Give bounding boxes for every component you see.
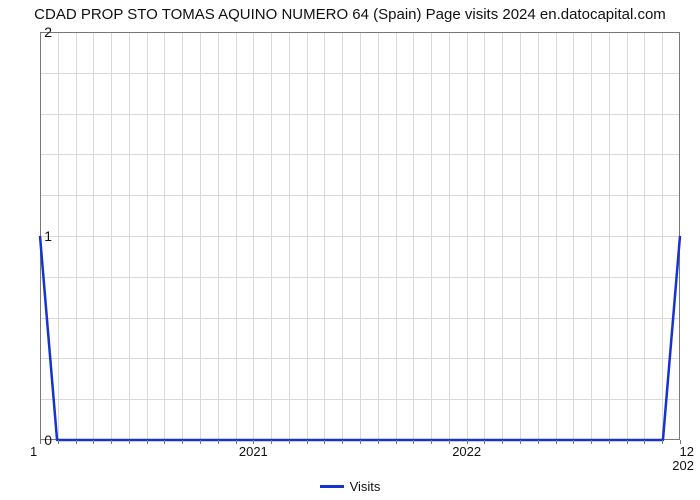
x-minor-tick [591, 440, 592, 444]
x-minor-tick [360, 440, 361, 444]
x-minor-tick [76, 440, 77, 444]
x-minor-tick [627, 440, 628, 444]
x-minor-tick [644, 440, 645, 444]
x-minor-tick [129, 440, 130, 444]
legend-label: Visits [350, 479, 381, 494]
legend-swatch [320, 485, 344, 488]
x-minor-tick [556, 440, 557, 444]
x-secondary-left-label: 1 [30, 444, 37, 459]
chart-area [40, 32, 680, 440]
x-minor-tick [431, 440, 432, 444]
x-minor-tick [236, 440, 237, 444]
x-minor-tick [413, 440, 414, 444]
x-minor-ticks [40, 440, 680, 446]
y-tick-label: 0 [44, 432, 52, 448]
x-minor-tick [378, 440, 379, 444]
x-minor-tick [662, 440, 663, 444]
y-tick-label: 1 [44, 228, 52, 244]
legend-item-visits: Visits [320, 479, 381, 494]
x-minor-tick [200, 440, 201, 444]
y-tick-label: 2 [44, 24, 52, 40]
x-minor-tick [484, 440, 485, 444]
x-minor-tick [573, 440, 574, 444]
x-minor-tick [609, 440, 610, 444]
series-polyline [40, 236, 680, 440]
x-minor-tick [58, 440, 59, 444]
x-minor-tick [342, 440, 343, 444]
x-tick-label: 2021 [239, 444, 268, 459]
x-minor-tick [520, 440, 521, 444]
x-minor-tick [111, 440, 112, 444]
x-minor-tick [396, 440, 397, 444]
x-minor-tick [218, 440, 219, 444]
x-minor-tick [324, 440, 325, 444]
x-minor-tick [538, 440, 539, 444]
x-minor-tick [271, 440, 272, 444]
x-minor-tick [93, 440, 94, 444]
x-minor-tick [449, 440, 450, 444]
x-minor-tick [289, 440, 290, 444]
legend: Visits [0, 476, 700, 494]
x-secondary-right-label: 12 [680, 444, 694, 459]
x-minor-tick [164, 440, 165, 444]
x-minor-tick [40, 440, 41, 444]
series-line [40, 32, 680, 440]
x-minor-tick [182, 440, 183, 444]
x-minor-tick [147, 440, 148, 444]
x-tick-label: 2022 [452, 444, 481, 459]
x-minor-tick [307, 440, 308, 444]
x-minor-tick [502, 440, 503, 444]
x-secondary-right-label: 202 [672, 458, 694, 473]
chart-title: CDAD PROP STO TOMAS AQUINO NUMERO 64 (Sp… [0, 0, 700, 23]
